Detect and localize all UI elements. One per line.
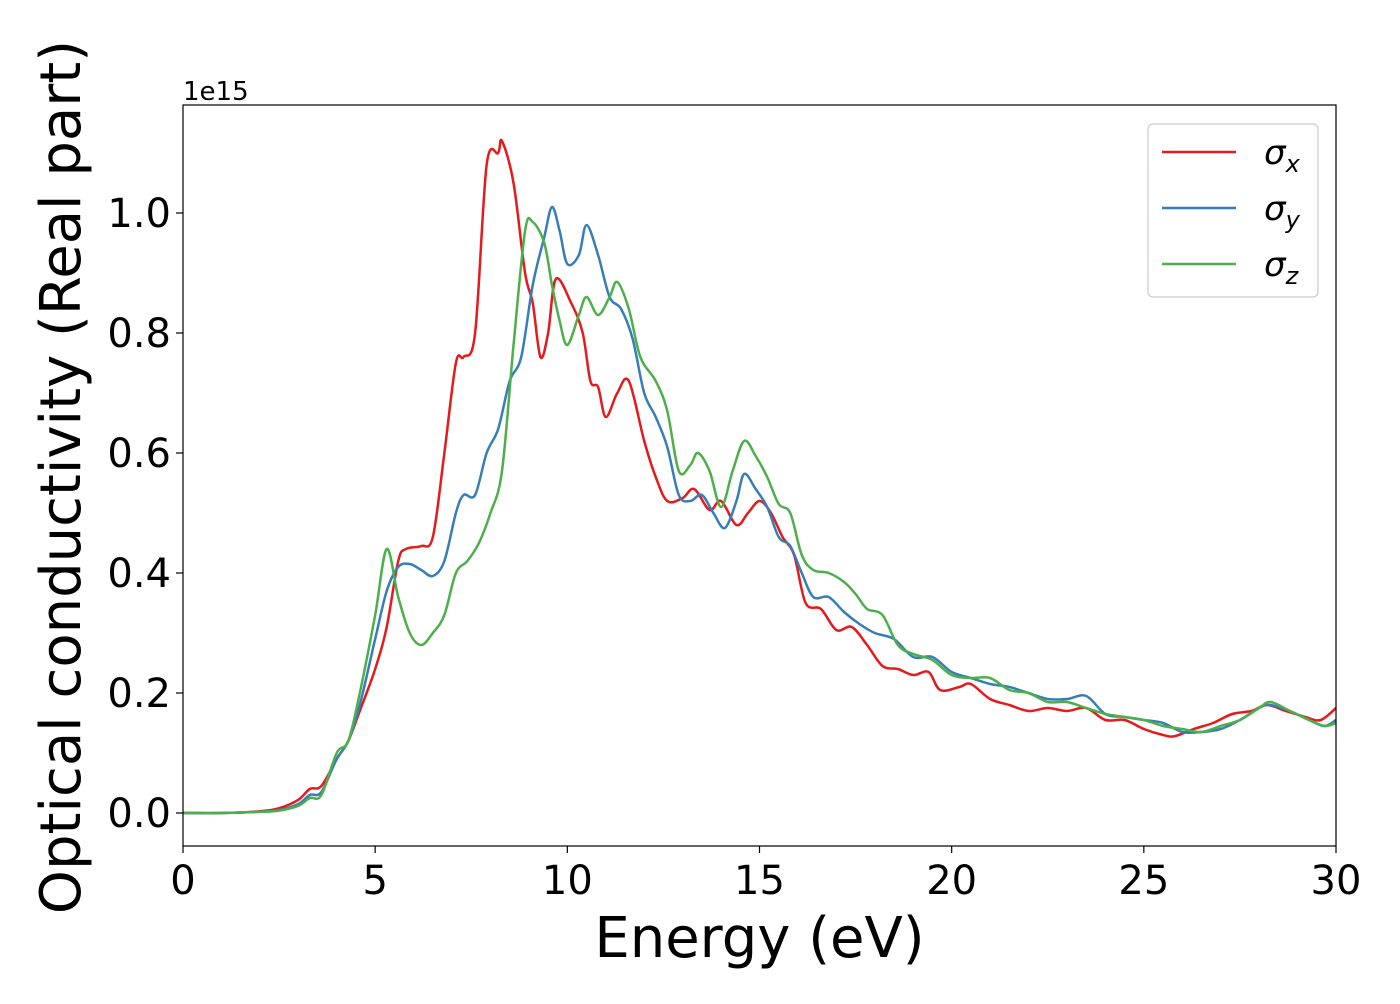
legend: σx σy σz bbox=[1147, 123, 1319, 298]
x-tick-label: 5 bbox=[362, 858, 387, 904]
series-line-z bbox=[182, 216, 1337, 815]
legend-label-y: σy bbox=[1264, 189, 1301, 234]
y-tick-label: 0.8 bbox=[107, 311, 171, 357]
y-tick-label: 0.0 bbox=[107, 791, 171, 837]
y-axis-title: Optical conductivity (Real part) bbox=[29, 40, 94, 914]
series-line-y bbox=[182, 205, 1337, 815]
series-line-x bbox=[182, 138, 1337, 815]
x-tick-label: 25 bbox=[1118, 858, 1169, 904]
x-axis-title: Energy (eV) bbox=[594, 906, 924, 971]
y-axis-ticks: 0.0 0.2 0.4 0.6 0.8 1.0 bbox=[107, 191, 183, 837]
legend-items: σx σy σz bbox=[1162, 133, 1301, 290]
legend-label-x: σx bbox=[1264, 133, 1301, 178]
x-tick-label: 15 bbox=[734, 858, 785, 904]
x-tick-label: 30 bbox=[1311, 858, 1362, 904]
y-tick-label: 0.4 bbox=[107, 551, 171, 597]
y-tick-label: 0.2 bbox=[107, 671, 171, 717]
legend-label-z: σz bbox=[1264, 245, 1300, 290]
series-layer bbox=[182, 138, 1337, 815]
x-tick-label: 0 bbox=[170, 858, 195, 904]
y-offset-label: 1e15 bbox=[183, 77, 249, 107]
legend-frame bbox=[1147, 123, 1319, 298]
x-tick-label: 10 bbox=[542, 858, 593, 904]
y-tick-label: 0.6 bbox=[107, 431, 171, 477]
y-tick-label: 1.0 bbox=[107, 191, 171, 237]
x-axis-ticks: 0 5 10 15 20 25 30 bbox=[170, 846, 1361, 904]
x-tick-label: 20 bbox=[926, 858, 977, 904]
